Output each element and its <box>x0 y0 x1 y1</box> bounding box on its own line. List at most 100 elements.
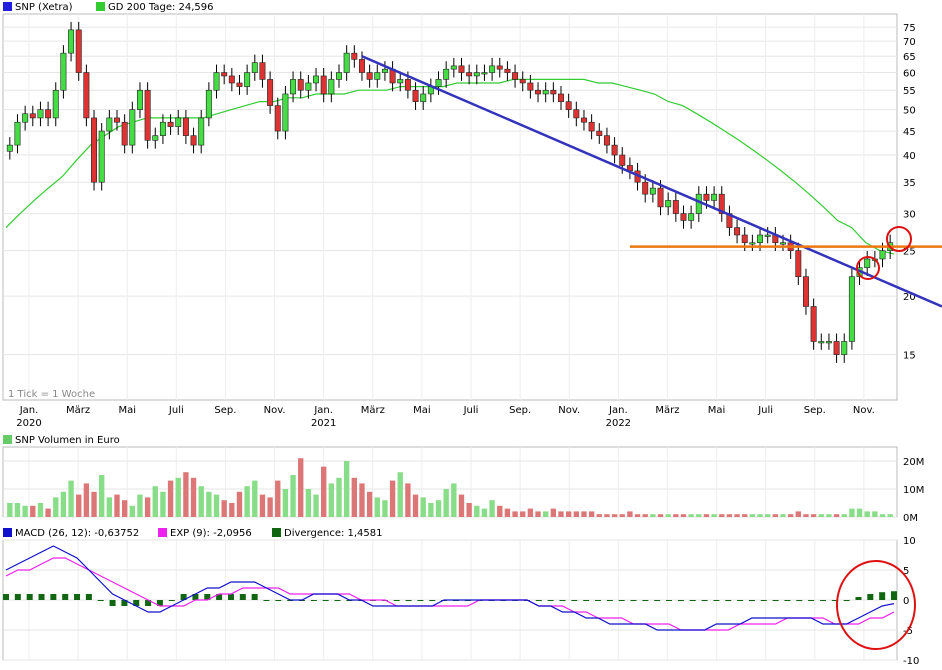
candle-body <box>588 121 595 132</box>
volume-bar <box>833 514 840 517</box>
volume-bar <box>229 503 235 517</box>
candle-body <box>343 52 350 73</box>
divergence-bar <box>85 594 92 600</box>
volume-bar <box>167 480 174 517</box>
divergence-bar <box>38 594 45 600</box>
volume-bar <box>221 500 227 517</box>
volume-bar <box>114 494 120 517</box>
divergence-bar <box>168 600 175 601</box>
volume-bar <box>665 514 671 517</box>
volume-bar <box>428 503 434 517</box>
candle-body <box>496 65 503 70</box>
divergence-bar <box>666 600 673 601</box>
volume-bar <box>688 514 694 517</box>
divergence-bar <box>654 600 661 601</box>
divergence-bar <box>630 600 637 601</box>
divergence-bar <box>559 600 566 601</box>
candle-body <box>45 109 52 119</box>
year-label: 2021 <box>311 418 336 429</box>
macd-tick-label: 5 <box>903 566 909 577</box>
divergence-bar <box>618 600 625 601</box>
divergence-bar <box>879 592 886 600</box>
volume-bar <box>527 508 534 517</box>
candle-body <box>420 93 427 102</box>
macd-line <box>5 545 895 631</box>
candle-body <box>251 62 258 73</box>
volume-bar <box>711 514 717 517</box>
candle-body <box>603 135 610 146</box>
volume-bar <box>412 494 419 517</box>
volume-bar <box>504 508 511 517</box>
breakout-circle <box>856 256 880 280</box>
month-label: Jan. <box>19 405 39 416</box>
candle-body <box>825 341 832 344</box>
volume-bar <box>520 511 526 517</box>
divergence-bar <box>192 594 199 600</box>
volume-panel <box>2 446 898 518</box>
candle-body <box>60 52 67 91</box>
candle-body <box>818 341 825 344</box>
candle-body <box>558 93 564 102</box>
volume-bar <box>611 514 618 517</box>
volume-bar <box>298 458 304 517</box>
candle-body <box>642 181 649 195</box>
candle-body <box>841 341 848 355</box>
candle-body <box>711 193 718 201</box>
candle-body <box>802 276 809 307</box>
volume-bar <box>810 514 817 517</box>
volume-bar <box>719 514 725 517</box>
month-label: Sep. <box>804 405 826 416</box>
candle-body <box>213 72 220 91</box>
candle-body <box>450 65 457 70</box>
candle-body <box>244 72 251 87</box>
divergence-bar <box>239 594 246 600</box>
candle-body <box>159 121 166 136</box>
volume-bar <box>573 511 579 517</box>
candle-body <box>205 89 212 119</box>
candle-body <box>519 79 526 84</box>
ma-200-line <box>5 78 895 255</box>
volume-bar <box>818 514 824 517</box>
candle-body <box>489 65 496 73</box>
price-tick-label: 65 <box>903 52 916 63</box>
volume-bar <box>588 511 595 517</box>
divergence-bar <box>843 600 850 601</box>
macd-legend: MACD (26, 12): -0,63752 EXP (9): -2,0956… <box>3 528 383 539</box>
divergence-bar <box>784 600 791 601</box>
candle-body <box>190 135 197 146</box>
divergence-bar <box>855 597 862 600</box>
candle-body <box>565 101 572 110</box>
resistance-test-circle <box>886 226 912 252</box>
candle-body <box>573 109 580 119</box>
volume-bar <box>37 503 44 517</box>
volume-bar <box>175 477 181 517</box>
price-legend-label: SNP (Xetra) <box>15 2 73 13</box>
volume-bar <box>458 494 465 517</box>
volume-bar <box>634 514 641 517</box>
candle-body <box>305 82 312 91</box>
candle-body <box>37 109 44 119</box>
volume-bar <box>673 514 679 517</box>
volume-bar <box>160 491 166 517</box>
candle-body <box>649 187 656 195</box>
ma-legend-label: GD 200 Tage: 24,596 <box>108 2 214 13</box>
candle-body <box>106 117 113 132</box>
candle-body <box>397 79 404 84</box>
divergence-bar <box>772 600 779 601</box>
volume-bar <box>76 494 82 517</box>
divergence-bar <box>819 600 826 601</box>
macd-turn-circle <box>836 560 916 650</box>
divergence-bar <box>251 594 258 600</box>
divergence-bar <box>595 600 601 601</box>
price-panel <box>2 13 898 401</box>
volume-bar <box>22 505 28 517</box>
volume-bar <box>680 514 687 517</box>
candle-body <box>864 258 871 268</box>
volume-bar <box>282 489 289 517</box>
candle-body <box>68 29 75 54</box>
volume-bar <box>512 511 518 517</box>
macd-tick-label: 10 <box>903 536 916 547</box>
month-label: März <box>655 405 679 416</box>
candle-body <box>619 154 626 166</box>
price-tick-label: 55 <box>903 86 916 97</box>
